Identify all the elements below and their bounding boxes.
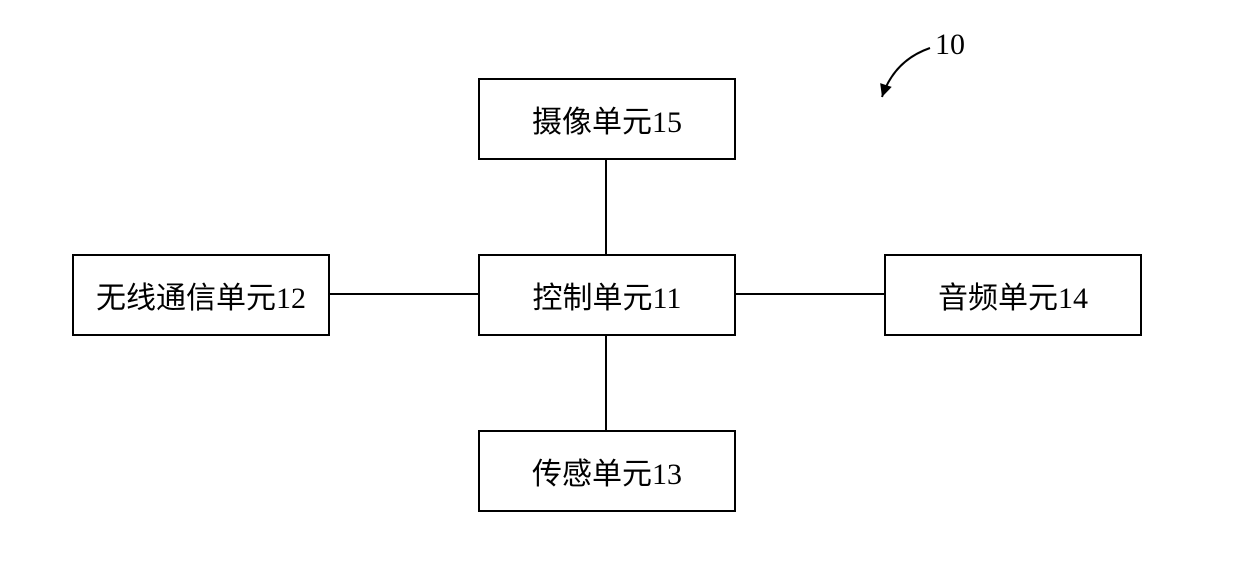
callout-arrow <box>0 0 1240 575</box>
